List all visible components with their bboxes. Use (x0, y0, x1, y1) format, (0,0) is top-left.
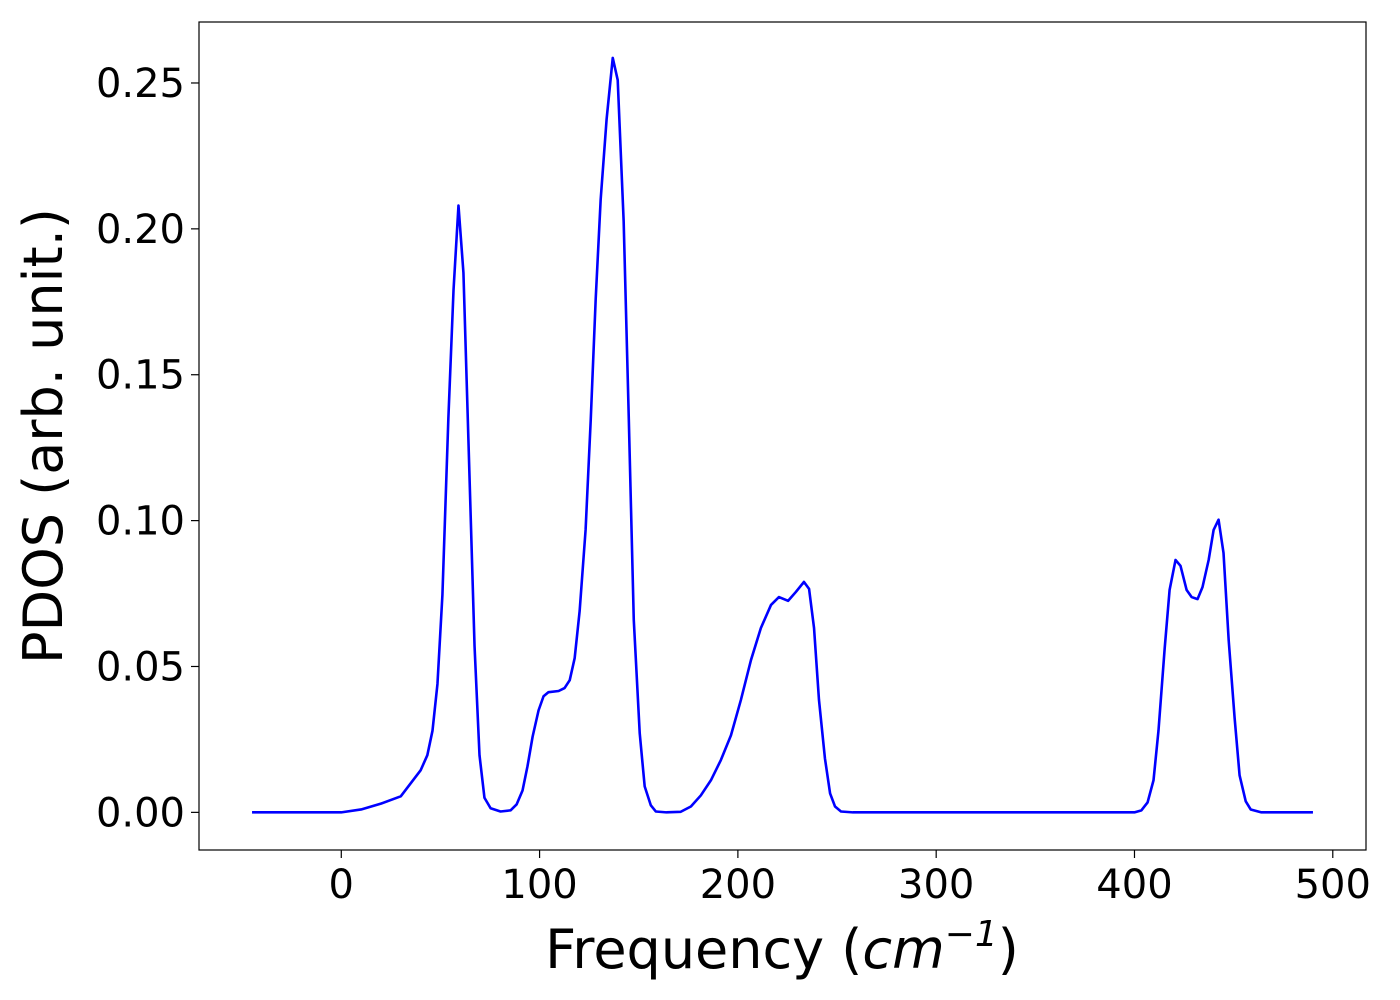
x-tick-label: 300 (898, 862, 974, 908)
y-tick-label: 0.25 (96, 61, 185, 107)
x-axis-label: Frequency (cm−1) (545, 914, 1019, 981)
plot-frame (198, 21, 1367, 851)
pdos-line (252, 56, 1313, 814)
y-tick-label: 0.20 (96, 207, 185, 253)
x-label-text: Frequency ( (545, 918, 862, 981)
x-label-unit: cm (862, 918, 944, 981)
y-tick-label: 0.15 (96, 353, 185, 399)
x-tick-label: 500 (1295, 862, 1371, 908)
y-tick-label: 0.00 (96, 790, 185, 836)
x-label-close: ) (998, 918, 1019, 981)
y-tick-label: 0.05 (96, 644, 185, 690)
x-label-exponent: −1 (945, 914, 998, 955)
x-tick-label: 200 (700, 862, 776, 908)
y-axis-label: PDOS (arb. unit.) (12, 208, 75, 664)
y-tick-label: 0.10 (96, 499, 185, 545)
x-tick-label: 100 (501, 862, 577, 908)
x-tick-label: 0 (329, 862, 354, 908)
x-tick-label: 400 (1096, 862, 1172, 908)
